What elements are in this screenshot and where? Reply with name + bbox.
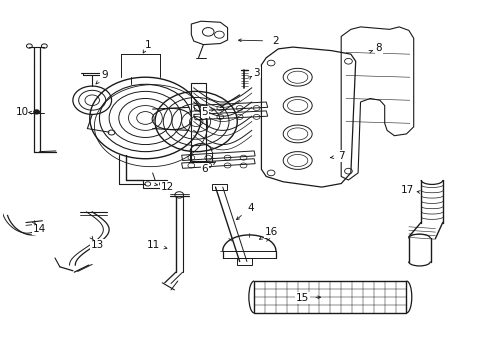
Text: 11: 11 <box>147 239 160 249</box>
Circle shape <box>34 110 40 114</box>
Text: 17: 17 <box>401 185 414 195</box>
Text: 15: 15 <box>295 293 308 303</box>
Text: 8: 8 <box>375 43 382 53</box>
Text: 7: 7 <box>337 151 344 161</box>
Text: 6: 6 <box>201 164 208 174</box>
Text: 2: 2 <box>272 36 279 46</box>
Text: 5: 5 <box>201 107 208 117</box>
Text: 14: 14 <box>33 224 46 234</box>
Text: 13: 13 <box>90 239 103 249</box>
Text: 16: 16 <box>264 228 277 238</box>
Text: 1: 1 <box>144 40 151 50</box>
Text: 10: 10 <box>16 107 29 117</box>
Text: 9: 9 <box>101 71 107 80</box>
Text: 12: 12 <box>160 182 173 192</box>
Bar <box>254 281 406 313</box>
Text: 4: 4 <box>246 203 253 213</box>
Text: 3: 3 <box>253 68 259 78</box>
